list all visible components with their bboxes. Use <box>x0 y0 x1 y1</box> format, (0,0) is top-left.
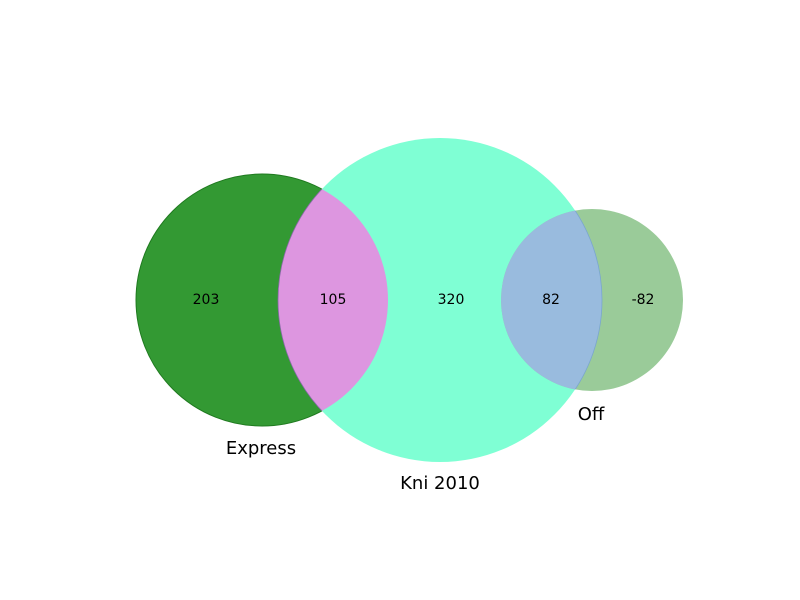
region-value-express-only: 203 <box>193 292 220 308</box>
region-value-express-kni2010: 105 <box>320 292 347 308</box>
set-label-express: Express <box>226 438 296 459</box>
set-label-kni2010: Kni 2010 <box>400 473 480 494</box>
region-value-off-only: -82 <box>632 292 655 308</box>
kni2010-circle <box>278 138 602 462</box>
set-label-off: Off <box>578 404 605 425</box>
region-value-kni2010-off: 82 <box>542 292 560 308</box>
region-value-kni2010-only: 320 <box>438 292 465 308</box>
